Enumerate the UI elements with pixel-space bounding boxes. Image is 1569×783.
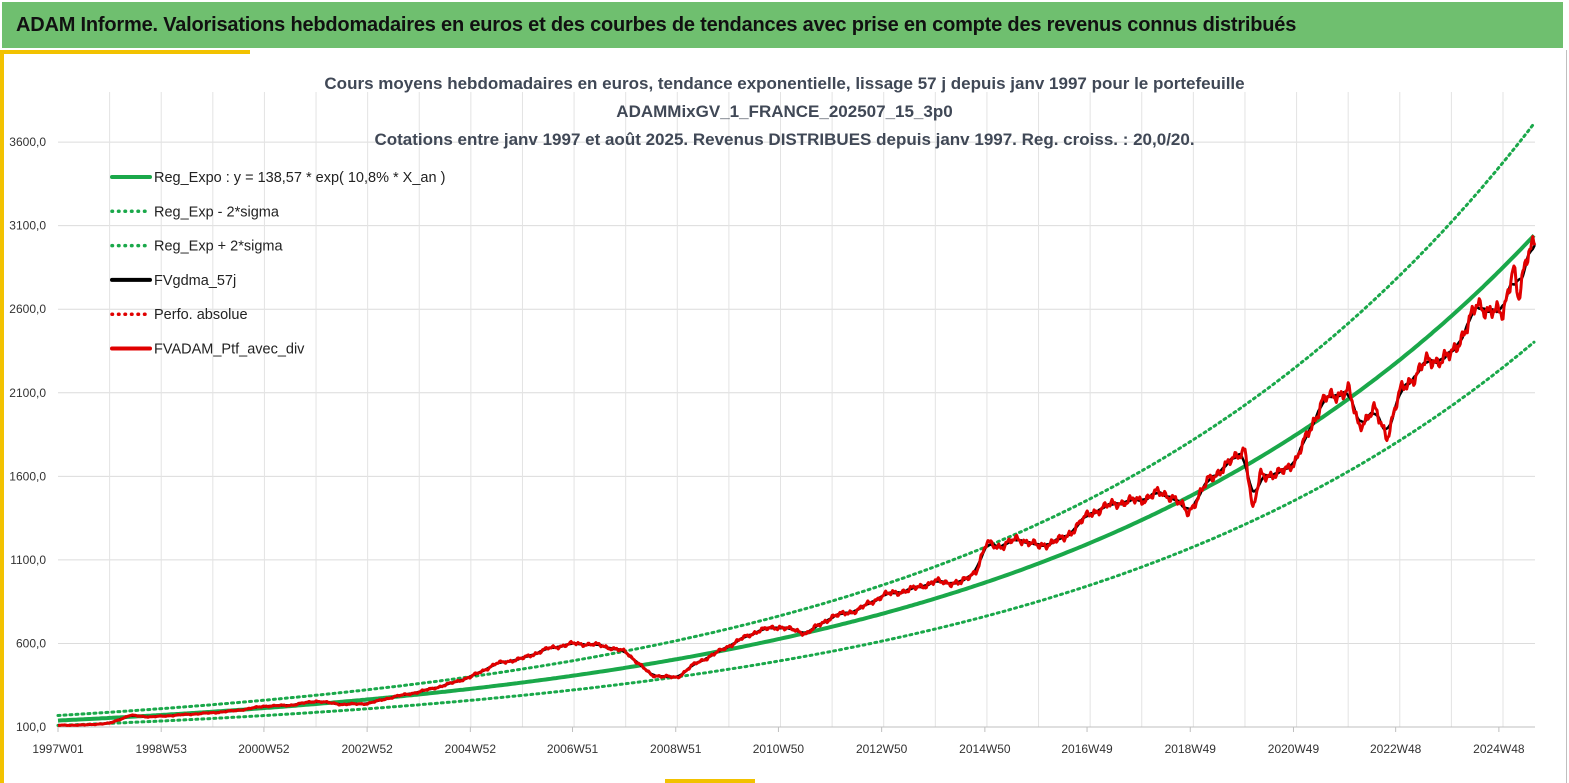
accent-bar-left — [0, 50, 4, 783]
legend: Reg_Expo : y = 138,57 * exp( 10,8% * X_a… — [110, 170, 445, 358]
series-reg-exp-plus-2sigma — [56, 122, 1536, 717]
y-tick-label: 3100,0 — [9, 219, 46, 233]
legend-label: Reg_Exp + 2*sigma — [154, 239, 283, 255]
series-fvadam-ptf-avec-div — [57, 235, 1537, 727]
legend-label: FVADAM_Ptf_avec_div — [154, 342, 305, 358]
series-fvgdma-57j — [57, 244, 1536, 727]
chart-title-line-2: ADAMMixGV_1_FRANCE_202507_15_3p0 — [616, 102, 953, 121]
legend-label: Reg_Exp - 2*sigma — [154, 204, 280, 220]
series-reg-exp-minus-2sigma — [56, 340, 1536, 727]
x-tick-label: 2024W48 — [1473, 742, 1525, 756]
chart-title-line-3: Cotations entre janv 1997 et août 2025. … — [374, 130, 1195, 149]
x-tick-label: 2022W48 — [1370, 742, 1422, 756]
x-tick-label: 2004W52 — [445, 742, 497, 756]
x-tick-label: 1997W01 — [32, 742, 84, 756]
x-tick-label: 2012W50 — [856, 742, 908, 756]
legend-label: FVgdma_57j — [154, 273, 236, 289]
y-tick-label: 2100,0 — [9, 386, 46, 400]
accent-bar-bottom — [665, 779, 755, 783]
banner: ADAM Informe. Valorisations hebdomadaire… — [0, 0, 1565, 50]
x-tick-label: 2002W52 — [341, 742, 393, 756]
frame-border-right — [1566, 50, 1567, 783]
y-tick-label: 3600,0 — [9, 135, 46, 149]
x-tick-label: 1998W53 — [136, 742, 188, 756]
y-tick-label: 100,0 — [16, 720, 46, 734]
legend-label: Perfo. absolue — [154, 307, 248, 323]
x-tick-label: 2016W49 — [1061, 742, 1113, 756]
banner-title: ADAM Informe. Valorisations hebdomadaire… — [16, 14, 1297, 36]
x-tick-label: 2010W50 — [753, 742, 805, 756]
y-tick-label: 2600,0 — [9, 302, 46, 316]
accent-bar-top — [0, 50, 250, 54]
y-tick-label: 600,0 — [16, 636, 46, 650]
x-tick-label: 2006W51 — [547, 742, 599, 756]
series-reg-expo — [57, 234, 1536, 723]
x-tick-label: 2018W49 — [1165, 742, 1217, 756]
chart-title: Cours moyens hebdomadaires en euros, ten… — [0, 70, 1569, 154]
y-tick-label: 1100,0 — [10, 553, 46, 567]
chart-title-line-1: Cours moyens hebdomadaires en euros, ten… — [324, 74, 1245, 93]
x-tick-label: 2014W50 — [959, 742, 1011, 756]
x-tick-label: 2000W52 — [238, 742, 290, 756]
x-tick-label: 2020W49 — [1268, 742, 1320, 756]
x-tick-label: 2008W51 — [650, 742, 702, 756]
y-tick-label: 1600,0 — [9, 469, 46, 483]
legend-label: Reg_Expo : y = 138,57 * exp( 10,8% * X_a… — [154, 170, 445, 186]
